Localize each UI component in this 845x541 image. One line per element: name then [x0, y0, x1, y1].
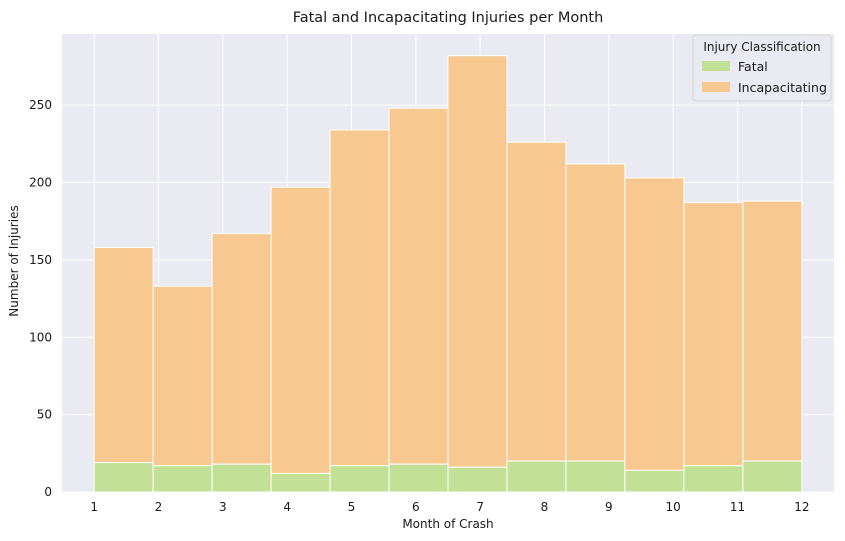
bar-fatal	[329, 465, 390, 493]
bar-incapacitating	[565, 163, 626, 462]
bar-fatal	[447, 466, 508, 493]
bar-fatal	[388, 463, 449, 493]
bar-incapacitating	[329, 129, 390, 467]
legend-label-incapacitating: Incapacitating	[738, 80, 827, 95]
bar-incapacitating	[270, 186, 331, 474]
y-tick-label: 150	[29, 253, 52, 267]
bar-fatal	[211, 463, 272, 493]
x-tick-label: 11	[730, 500, 745, 514]
bar-fatal	[565, 460, 626, 493]
bar-fatal	[742, 460, 803, 493]
bar-fatal	[506, 460, 567, 493]
y-axis-label: Number of Injuries	[7, 205, 21, 316]
x-tick-label: 3	[219, 500, 227, 514]
y-tick-label: 250	[29, 98, 52, 112]
x-tick-label: 4	[283, 500, 291, 514]
bar-fatal	[683, 465, 744, 493]
bar-incapacitating	[742, 200, 803, 462]
bar-incapacitating	[211, 233, 272, 465]
bar-incapacitating	[447, 55, 508, 468]
x-tick-label: 6	[412, 500, 420, 514]
x-tick-label: 8	[541, 500, 549, 514]
x-tick-label: 12	[794, 500, 809, 514]
bar-fatal	[624, 469, 685, 493]
legend: Injury Classification Fatal Incapacitati…	[692, 34, 832, 102]
legend-swatch-fatal	[702, 61, 730, 71]
bar-incapacitating	[683, 202, 744, 467]
x-axis-label: Month of Crash	[402, 517, 493, 531]
x-tick-label: 7	[476, 500, 484, 514]
legend-title: Injury Classification	[703, 40, 820, 54]
bar-incapacitating	[152, 285, 213, 467]
y-tick-label: 50	[37, 408, 52, 422]
legend-label-fatal: Fatal	[738, 59, 768, 74]
bars	[93, 55, 803, 493]
legend-swatch-incapacitating	[702, 82, 730, 92]
y-axis-ticks: 0 50 100 150 200 250	[29, 98, 52, 499]
bar-incapacitating	[506, 141, 567, 462]
chart-title: Fatal and Incapacitating Injuries per Mo…	[293, 10, 604, 26]
bar-incapacitating	[93, 247, 154, 464]
y-tick-label: 0	[44, 485, 52, 499]
x-tick-label: 9	[605, 500, 613, 514]
x-tick-label: 2	[155, 500, 163, 514]
bar-fatal	[270, 472, 331, 493]
bar-fatal	[152, 465, 213, 493]
bar-incapacitating	[388, 107, 449, 465]
x-tick-label: 5	[348, 500, 356, 514]
bar-incapacitating	[624, 177, 685, 471]
y-tick-label: 200	[29, 176, 52, 190]
bar-fatal	[93, 462, 154, 493]
x-tick-label: 10	[666, 500, 681, 514]
x-tick-label: 1	[90, 500, 98, 514]
y-tick-label: 100	[29, 330, 52, 344]
x-axis-ticks: 1 2 3 4 5 6 7 8 9 10 11 12	[90, 500, 809, 514]
